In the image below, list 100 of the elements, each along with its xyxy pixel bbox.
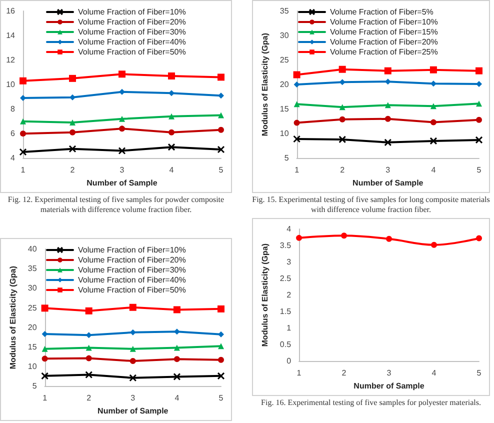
x-tick-label: 1 [42,394,48,403]
point [174,344,180,351]
x-axis-title: Number of Sample [354,382,425,390]
point [174,356,180,362]
y-tick-label: 40 [28,244,38,254]
y-tick-label: 35 [28,264,38,274]
y-tick-label: 12 [6,56,16,65]
point [293,71,300,78]
legend-label: Volume Fraction of Fiber=30% [78,28,186,36]
y-tick-label: 2.5 [280,274,292,284]
point [218,356,224,363]
point [168,90,174,96]
x-tick-label: 4 [431,166,436,175]
point [69,74,76,82]
x-tick-label: 4 [169,166,174,175]
point [217,372,225,380]
x-tick-label: 2 [86,394,92,403]
point [19,148,27,156]
point [294,82,300,88]
y-tick-label: 4 [10,154,16,163]
y-tick-label: 15 [28,342,38,352]
legend-label: Volume Fraction of Fiber=40% [78,38,186,46]
x-tick-label: 3 [130,394,136,403]
point [20,77,26,84]
point [384,102,391,108]
point [475,136,483,144]
point [118,70,126,78]
legend-label: Volume Fraction of Fiber=20% [78,18,186,26]
point [70,94,76,100]
point [70,129,76,136]
point [294,101,300,108]
point [129,374,137,382]
x-tick-label: 4 [432,368,437,378]
point [119,126,125,132]
point [296,234,302,241]
point [168,72,175,80]
y-tick-label: 4 [286,224,292,234]
point [42,346,48,352]
legend-label: Volume Fraction of Fiber=15% [330,28,438,36]
point [476,100,482,107]
caption: Fig. 12. Experimental testing of five samples for powder composite materials with difference volume fraction fiber. [6,195,226,215]
legend-label: Volume Fraction of Fiber=50% [78,48,186,56]
legend-label: Volume Fraction of Fiber=40% [78,276,186,284]
caption: Fig. 16. Experimental testing of five samples for polyester materials. [260,398,482,408]
y-tick-label: 25 [28,303,38,312]
point [85,307,92,314]
point [20,118,26,124]
point [68,145,76,153]
point [119,88,125,95]
point [431,242,438,248]
point [86,344,92,351]
point [168,113,174,120]
y-tick-label: 5 [284,154,290,163]
x-axis-title: Number of Sample [86,178,158,188]
point [476,235,482,242]
point [41,304,48,312]
x-tick-label: 1 [294,166,300,175]
y-tick-label: 1.5 [280,307,292,316]
point [218,343,224,350]
y-tick-label: 16 [6,6,16,16]
point [218,92,224,99]
point [42,356,48,362]
x-tick-label: 1 [20,166,26,175]
point [168,143,176,151]
y-tick-label: 3 [286,258,292,267]
y-axis-title: Modulus of Elasticity (Gpa) [260,243,270,347]
y-tick-label: 10 [280,129,290,138]
point [339,104,346,110]
legend-label: Volume Fraction of Fiber=20% [330,38,438,46]
point [294,120,300,126]
y-tick-label: 0 [286,356,292,366]
point [119,116,125,122]
x-tick-label: 5 [476,368,482,378]
y-tick-label: 6 [10,129,16,138]
point [430,137,438,145]
y-tick-label: 8 [10,104,16,114]
y-tick-label: 10 [6,80,16,90]
point [218,74,224,81]
point [384,67,392,74]
legend-label: Volume Fraction of Fiber=10% [78,8,186,16]
point [386,236,392,242]
y-tick-label: 30 [28,284,38,293]
point [384,138,392,146]
point [173,372,181,380]
point [338,66,346,73]
point [476,116,482,123]
point [20,95,26,102]
point [85,370,93,378]
point [41,372,49,380]
point [86,355,92,362]
legend-label: Volume Fraction of Fiber=10% [330,18,438,26]
x-axis-title: Number of Sample [352,178,424,188]
x-tick-label: 3 [386,368,392,378]
y-tick-label: 35 [280,6,290,16]
point [218,112,224,118]
x-tick-label: 2 [340,166,346,175]
legend-label: Volume Fraction of Fiber=50% [78,286,186,294]
x-axis-title: Number of Sample [98,406,169,416]
x-tick-label: 5 [218,394,224,403]
point [129,304,136,311]
